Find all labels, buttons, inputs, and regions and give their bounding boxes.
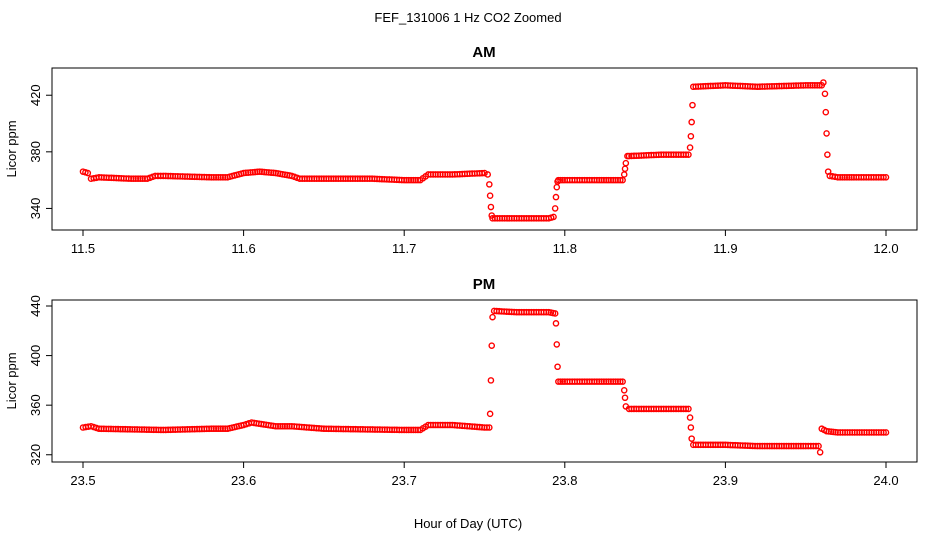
data-point [478,169,486,177]
x-tick-label-pm: 24.0 [873,473,898,488]
data-point [682,405,690,413]
data-point [555,378,562,385]
data-point [822,108,830,116]
y-tick-label-am: 340 [28,198,43,220]
data-point [880,429,887,436]
data-point [689,101,696,109]
data-point [882,429,890,436]
y-tick-label-am: 380 [28,141,43,163]
data-point [551,205,559,212]
pm-panel: PM Licor ppm 23.5 23.6 23.7 23.8 23.9 24.0 320… [4,276,918,488]
data-point [489,313,496,321]
y-tick-label-pm: 400 [28,345,43,367]
x-tick-label-am: 11.8 [553,241,577,256]
data-point [486,424,493,431]
data-point [824,151,831,158]
panel-title-pm: PM [473,276,496,293]
y-axis-label-am: Licor ppm [4,120,19,177]
data-point [688,118,695,126]
am-panel: AM Licor ppm 11.5 11.6 11.7 11.8 11.9 12.0 340… [4,44,918,256]
data-point [621,165,629,173]
data-point [553,341,561,348]
data-point [812,442,820,450]
x-tick-label-am: 11.6 [231,241,255,256]
data-point [553,183,561,191]
panel-title-am: AM [472,44,495,61]
data-points-pm [79,307,890,456]
data-point [84,169,92,177]
x-axis-label: Hour of Day (UTC) [414,516,522,531]
data-point [554,363,561,371]
data-point [551,310,559,317]
data-point [487,203,495,211]
data-point [685,405,692,413]
data-point [622,159,630,167]
x-tick-label-pm: 23.8 [552,473,577,488]
x-tick-label-am: 12.0 [873,241,898,256]
data-point [815,442,822,450]
x-tick-label-pm: 23.5 [70,473,95,488]
data-point [486,410,494,418]
data-point [488,342,496,349]
y-tick-label-pm: 440 [28,295,43,317]
data-point [481,169,488,177]
data-point [821,90,829,98]
data-point [557,176,564,184]
y-tick-label-am: 420 [28,84,43,106]
y-tick-label-pm: 360 [28,394,43,416]
data-point [880,173,887,181]
x-tick-label-am: 11.5 [71,241,95,256]
data-point [682,151,690,158]
data-point [487,377,495,384]
plot-frame-am [51,67,918,231]
data-point [552,193,560,201]
data-point [484,171,492,178]
y-tick-label-pm: 320 [28,444,43,466]
data-point [557,378,564,385]
data-point [688,435,695,442]
data-point [686,144,694,151]
x-tick-label-am: 11.7 [392,241,416,256]
data-point [621,394,629,402]
figure-title: FEF_131006 1 Hz CO2 Zoomed [374,10,561,25]
plot-frame-pm [51,299,918,463]
data-point [882,173,890,181]
data-point [619,176,626,184]
data-points-am [79,79,890,222]
y-axis-label-pm: Licor ppm [4,352,19,409]
data-point [483,424,491,431]
data-point [555,176,562,184]
data-point [552,320,560,327]
data-point [616,176,624,184]
data-point [616,378,624,385]
data-point [685,151,692,158]
x-tick-label-pm: 23.7 [392,473,417,488]
data-point [620,386,628,394]
data-point [816,448,824,456]
data-point [686,414,694,421]
data-point [687,424,695,431]
data-point [820,79,827,86]
data-point [620,171,628,178]
data-point [619,378,626,385]
x-tick-label-pm: 23.9 [713,473,738,488]
data-point [823,130,830,137]
x-tick-label-am: 11.9 [713,241,737,256]
data-point [486,181,493,188]
x-tick-label-pm: 23.6 [231,473,256,488]
data-point [486,192,494,199]
data-point [550,213,557,221]
data-point [687,132,695,140]
